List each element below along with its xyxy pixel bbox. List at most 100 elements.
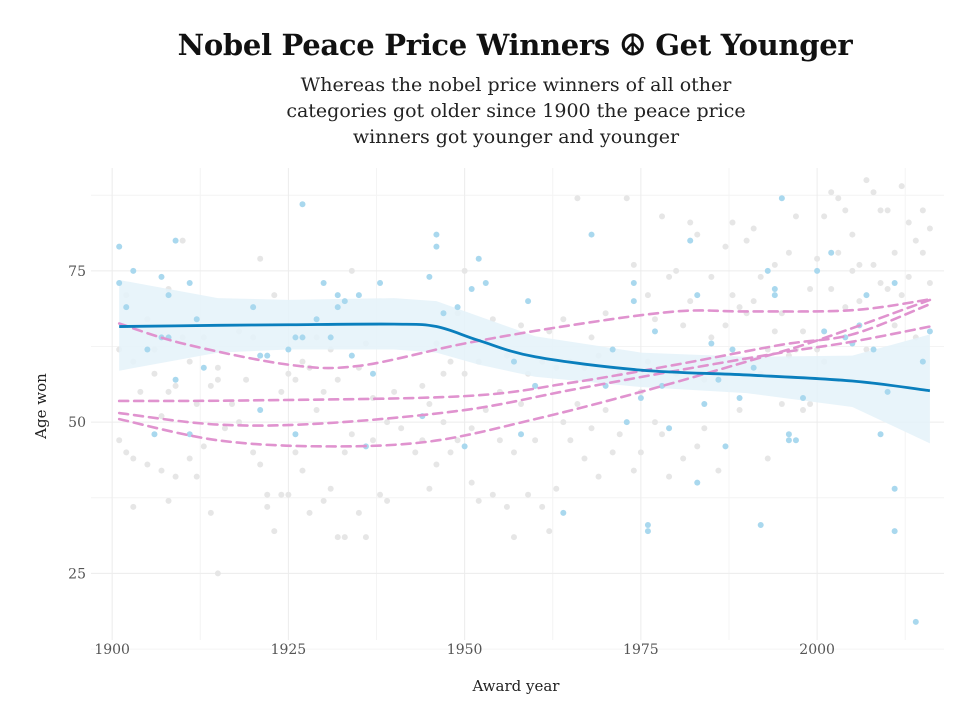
confidence-band xyxy=(119,279,930,444)
other-point xyxy=(666,273,673,280)
other-point xyxy=(525,491,532,498)
peace-point xyxy=(800,394,807,401)
peace-point xyxy=(659,382,666,389)
chart-title: Nobel Peace Price Winners ☮ Get Younger xyxy=(177,28,853,62)
other-point xyxy=(264,491,271,498)
other-point xyxy=(842,304,849,311)
other-point xyxy=(736,304,743,311)
peace-point xyxy=(250,304,257,311)
other-point xyxy=(870,261,877,268)
other-point xyxy=(623,195,630,202)
peace-point xyxy=(341,298,348,305)
x-tick-label: 2000 xyxy=(799,642,835,658)
other-point xyxy=(926,225,933,232)
other-point xyxy=(926,279,933,286)
peace-point xyxy=(292,431,299,438)
subtitle-line: Whereas the nobel price winners of all o… xyxy=(300,74,732,96)
other-point xyxy=(666,473,673,480)
peace-point xyxy=(694,292,701,299)
peace-point xyxy=(257,407,264,414)
other-point xyxy=(856,298,863,305)
other-point xyxy=(884,286,891,293)
peace-point xyxy=(510,358,517,365)
subtitle-line: categories got older since 1900 the peac… xyxy=(286,100,746,122)
other-category-trends xyxy=(117,298,932,448)
other-point xyxy=(849,267,856,274)
other-point xyxy=(891,322,898,329)
other-point xyxy=(433,461,440,468)
peace-point xyxy=(736,394,743,401)
other-point xyxy=(574,195,581,202)
peace-point xyxy=(158,273,165,280)
other-point xyxy=(863,177,870,184)
other-point xyxy=(165,497,172,504)
other-point xyxy=(863,346,870,353)
peace-point xyxy=(666,425,673,432)
peace-point xyxy=(525,298,532,305)
other-point xyxy=(708,334,715,341)
peace-point xyxy=(828,249,835,256)
other-point xyxy=(454,437,461,444)
x-tick-label: 1950 xyxy=(447,642,483,658)
other-point xyxy=(659,213,666,220)
other-point xyxy=(236,419,243,426)
other-point xyxy=(905,219,912,226)
other-point xyxy=(659,431,666,438)
peace-point xyxy=(313,316,320,323)
other-point xyxy=(475,497,482,504)
other-point xyxy=(800,407,807,414)
other-point xyxy=(553,485,560,492)
other-point xyxy=(680,455,687,462)
peace-point xyxy=(292,334,299,341)
other-point xyxy=(447,358,454,365)
y-tick-label: 25 xyxy=(68,566,86,582)
other-point xyxy=(651,419,658,426)
other-point xyxy=(877,207,884,214)
peace-point xyxy=(116,243,123,250)
peace-point xyxy=(644,528,651,535)
other-point xyxy=(877,279,884,286)
other-point xyxy=(616,431,623,438)
other-point xyxy=(172,473,179,480)
peace-point xyxy=(299,201,306,208)
other-point xyxy=(905,273,912,280)
other-point xyxy=(807,401,814,407)
peace-point xyxy=(116,279,123,286)
peace-point xyxy=(792,437,799,444)
other-point xyxy=(835,249,842,256)
peace-point xyxy=(433,243,440,250)
x-tick-label: 1900 xyxy=(94,642,130,658)
peace-trend xyxy=(119,322,931,393)
other-point xyxy=(130,503,137,510)
other-point xyxy=(828,189,835,196)
other-point xyxy=(440,370,447,377)
peace-point xyxy=(891,485,898,492)
other-trend-line xyxy=(117,298,932,448)
peace-point xyxy=(433,231,440,238)
x-axis-ticks: 1900 1925 1950 1975 2000 xyxy=(94,642,835,658)
other-point xyxy=(426,401,433,407)
grid-minor xyxy=(91,168,944,650)
peace-point xyxy=(461,443,468,450)
peace-point xyxy=(468,286,475,293)
other-point xyxy=(680,322,687,329)
peace-point xyxy=(369,370,376,377)
peace-point xyxy=(151,431,158,438)
peace-point xyxy=(863,292,870,299)
other-point xyxy=(468,479,475,486)
other-point xyxy=(574,401,581,407)
other-point xyxy=(588,425,595,432)
other-point xyxy=(348,267,355,274)
other-point xyxy=(447,449,454,456)
other-point xyxy=(800,328,807,335)
peace-point xyxy=(644,522,651,529)
other-point xyxy=(708,273,715,280)
other-point xyxy=(320,388,327,395)
other-point xyxy=(440,419,447,426)
other-point xyxy=(715,467,722,474)
peace-point xyxy=(257,352,264,359)
other-point xyxy=(193,473,200,480)
other-point xyxy=(630,467,637,474)
other-point xyxy=(743,237,750,244)
peace-point xyxy=(785,431,792,438)
